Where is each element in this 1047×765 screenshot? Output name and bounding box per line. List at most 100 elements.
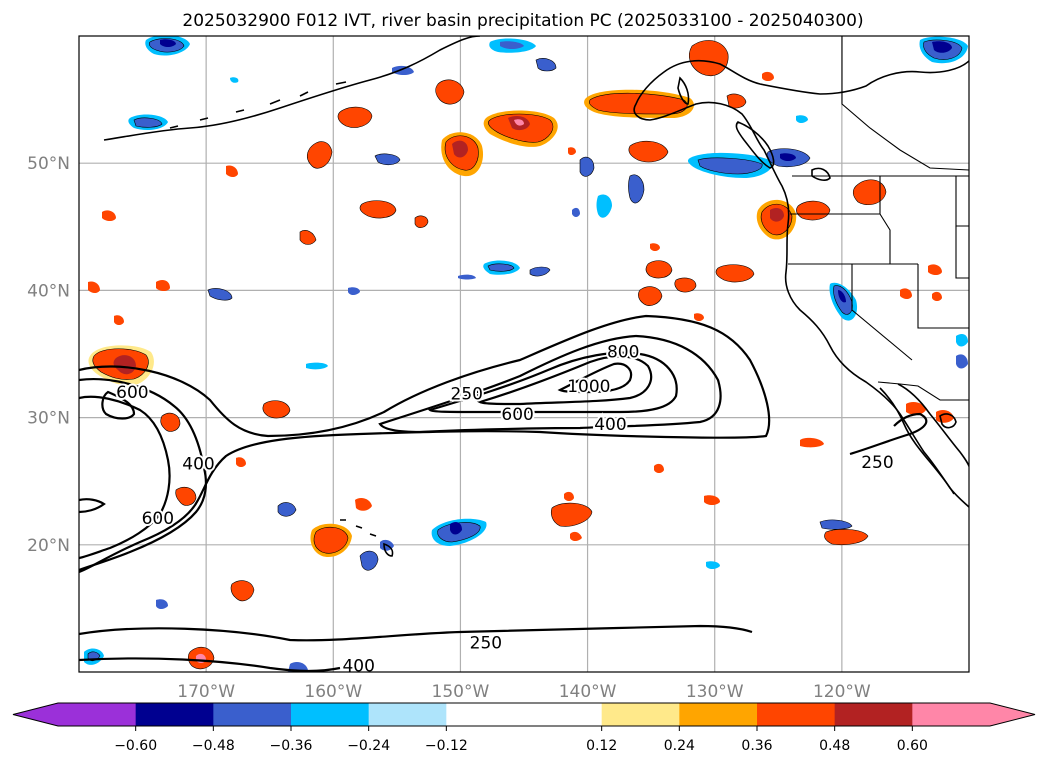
inland-island-coast	[811, 167, 831, 181]
negative-anomaly-area	[348, 287, 360, 295]
state-border-idaho	[879, 176, 891, 264]
colorbar-tick-label: 0.24	[664, 738, 695, 754]
positive-anomaly-area	[414, 215, 429, 228]
colorbar-segment	[834, 703, 913, 726]
gulf-of-california-coast	[897, 383, 969, 469]
ivt-contour-label: 600	[142, 509, 174, 529]
ivt-contour-label: 400	[182, 454, 214, 474]
ivt-contour-1000	[557, 362, 633, 394]
longitude-label: 160°W	[304, 682, 362, 702]
colorbar-tick-label: −0.12	[425, 738, 468, 754]
longitude-label: 170°W	[177, 682, 235, 702]
negative-anomaly-area	[838, 290, 846, 303]
positive-anomaly-area	[114, 315, 124, 325]
positive-anomaly-area	[900, 288, 912, 299]
longitude-label: 130°W	[686, 682, 744, 702]
negative-anomaly-area	[156, 599, 168, 609]
colorbar-segment	[291, 703, 370, 726]
positive-anomaly-area	[932, 291, 942, 301]
ivt-contour-800	[477, 355, 653, 406]
colorbar-tick-label: 0.36	[741, 738, 772, 754]
negative-anomaly-area	[450, 522, 462, 535]
positive-anomaly-area	[770, 208, 784, 222]
ivt-contour-400-south	[79, 498, 106, 514]
positive-anomaly-area	[299, 230, 317, 245]
ivt-contour-label: 250	[470, 634, 502, 654]
positive-anomaly-area	[359, 200, 397, 219]
colorbar-outline	[12, 702, 1036, 727]
negative-anomaly-area	[529, 266, 551, 277]
positive-anomaly-area	[306, 141, 333, 169]
negative-anomaly-area	[697, 157, 763, 175]
aleutian-islands	[169, 81, 347, 129]
longitude-label: 120°W	[813, 682, 871, 702]
positive-anomaly-area	[824, 529, 869, 546]
ivt-contour-600	[427, 351, 678, 414]
borders	[788, 36, 969, 401]
longitude-label: 150°W	[432, 682, 490, 702]
ivt-contour-label: 1000	[567, 377, 610, 397]
positive-anomaly-area	[645, 260, 673, 279]
colorbar-tick-label: −0.24	[347, 738, 390, 754]
positive-anomaly-area	[156, 280, 170, 291]
ivt-contour-label: 250	[451, 384, 483, 404]
positive-anomaly-area	[796, 200, 831, 221]
latitude-label: 30°N	[27, 409, 70, 429]
ivt-contour-400	[378, 334, 722, 434]
positive-anomaly-area	[762, 71, 774, 81]
figure-title: 2025032900 F012 IVT, river basin precipi…	[182, 11, 863, 31]
ivt-contour-600-inner-west	[101, 390, 136, 420]
negative-anomaly-area	[277, 502, 297, 517]
colorbar-tick-label: 0.60	[897, 738, 928, 754]
negative-anomaly-area	[819, 519, 853, 530]
negative-anomaly-area	[500, 41, 524, 49]
positive-anomaly-area	[638, 286, 663, 306]
positive-anomaly-area	[928, 264, 942, 275]
state-border-nevada	[917, 264, 969, 329]
negative-anomaly-area	[932, 41, 952, 53]
positive-anomaly-area	[160, 412, 181, 432]
longitude-label: 140°W	[559, 682, 617, 702]
latitude-label: 20°N	[27, 536, 70, 556]
negative-anomaly-area	[628, 174, 645, 204]
negative-anomaly-area	[392, 65, 414, 75]
latitude-label: 50°N	[27, 154, 70, 174]
positive-anomaly-area	[564, 491, 574, 501]
ivt-contour-400-south-2	[79, 657, 341, 672]
negative-anomaly-area	[535, 58, 557, 72]
ivt-contour-label: 400	[342, 657, 374, 677]
positive-anomaly-area	[88, 281, 100, 293]
positive-anomaly-area	[355, 498, 372, 511]
negative-anomaly-area	[706, 561, 720, 569]
alaska-coastline	[103, 36, 481, 141]
coastlines	[103, 36, 969, 557]
colorbar-segment	[601, 703, 680, 726]
colorbar-under-arrow	[13, 703, 58, 726]
positive-anomaly-area	[800, 437, 824, 448]
positive-anomaly-area	[452, 140, 468, 158]
negative-anomaly-area	[956, 334, 968, 347]
negative-anomaly-area	[572, 207, 580, 217]
positive-anomaly-area	[102, 210, 116, 221]
map-frame	[78, 35, 970, 673]
negative-anomaly-area	[207, 288, 233, 301]
colorbar-segment	[679, 703, 758, 726]
negative-anomaly-area	[160, 39, 176, 47]
ivt-contours	[79, 314, 928, 672]
positive-anomaly-area	[694, 313, 704, 321]
ivt-contour-label: 400	[594, 415, 626, 435]
negative-anomaly-area	[596, 194, 612, 218]
precipitation-pc-anomalies	[84, 36, 968, 672]
colorbar-segment	[135, 703, 214, 726]
colorbar-segment	[912, 703, 991, 726]
negative-anomaly-area	[796, 115, 808, 123]
positive-anomaly-area	[337, 106, 373, 128]
negative-anomaly-area	[230, 77, 239, 83]
colorbar-tick-label: 0.48	[819, 738, 850, 754]
ivt-contour-label: 250	[861, 453, 893, 473]
ivt-contour-label: 600	[116, 383, 148, 403]
colorbar-tick-label: −0.48	[192, 738, 235, 754]
negative-anomaly-area	[487, 263, 515, 272]
colorbar-segment	[368, 703, 447, 726]
